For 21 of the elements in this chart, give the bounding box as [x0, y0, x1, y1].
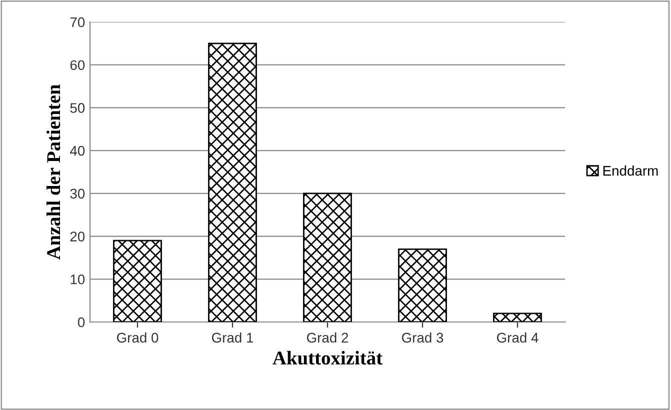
- y-tick-label: 20: [70, 232, 85, 242]
- legend-label: Enddarm: [603, 166, 658, 176]
- y-tick-label: 40: [70, 146, 85, 156]
- y-axis-title: Anzahl der Patienten: [46, 84, 60, 260]
- bar: [208, 42, 257, 322]
- y-tick-label: 30: [70, 188, 85, 199]
- x-axis-title: Akuttoxizität: [272, 350, 383, 365]
- bar: [303, 192, 352, 322]
- y-tick-label: 0: [78, 317, 85, 328]
- x-tick-label: Grad 0: [116, 332, 158, 343]
- x-tick-label: Grad 3: [402, 332, 444, 343]
- bar: [493, 312, 542, 322]
- y-tick-label: 60: [70, 60, 85, 70]
- y-tick-label: 50: [70, 103, 85, 113]
- y-tick-label: 70: [70, 17, 85, 28]
- x-tick-label: Grad 2: [306, 332, 348, 343]
- bar: [398, 248, 447, 322]
- y-tick-label: 10: [70, 274, 85, 284]
- bar: [113, 240, 162, 322]
- x-tick-label: Grad 4: [496, 332, 538, 343]
- x-tick-label: Grad 1: [212, 332, 254, 343]
